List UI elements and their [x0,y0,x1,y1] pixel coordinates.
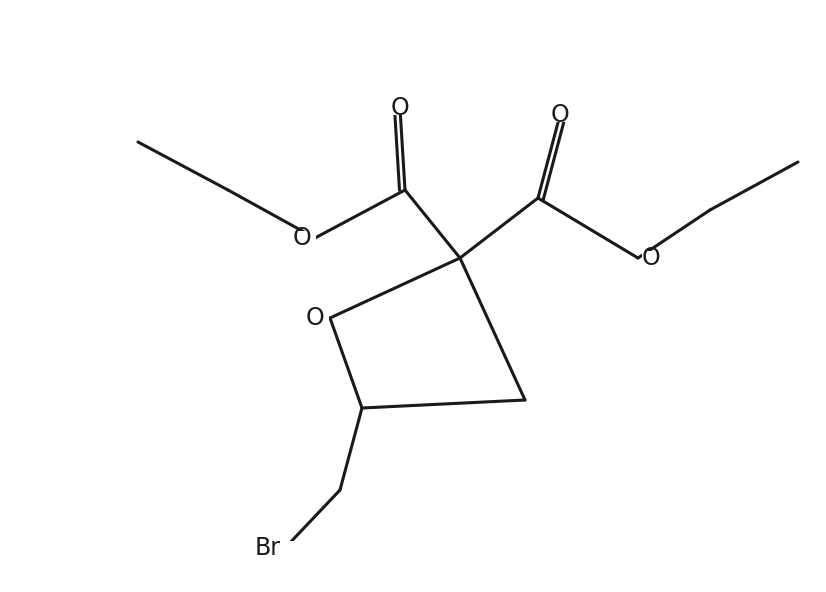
Text: Br: Br [255,536,281,560]
Text: O: O [306,306,324,330]
Bar [297,231,316,245]
Bar [642,251,661,265]
Bar [310,311,329,325]
Text: O: O [551,103,569,127]
Text: O: O [391,96,410,120]
Text: O: O [642,246,661,270]
Bar [553,108,572,122]
Text: O: O [292,226,311,250]
Bar [257,541,308,555]
Bar [393,101,411,115]
